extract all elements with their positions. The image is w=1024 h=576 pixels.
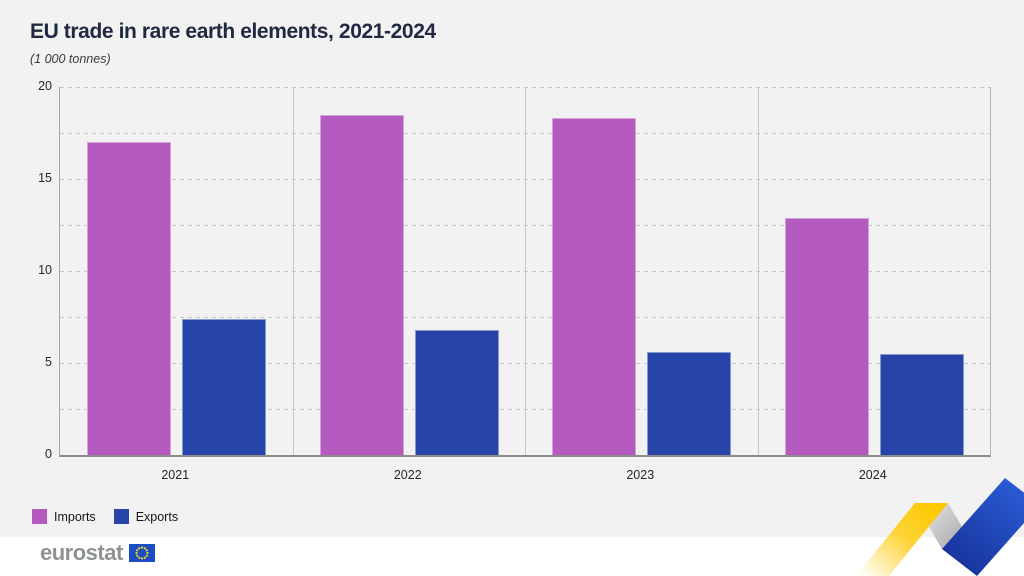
eurostat-logo-text: eurostat	[40, 540, 123, 565]
legend-item-imports: Imports	[32, 509, 96, 524]
y-tick-label: 0	[45, 447, 52, 461]
legend-swatch	[113, 509, 129, 524]
y-tick-label: 20	[38, 79, 52, 93]
imports-bar-2022	[320, 115, 404, 455]
eurostat-logo: eurostat	[40, 540, 155, 566]
exports-bar-2021	[182, 319, 266, 455]
legend-swatch	[32, 509, 47, 524]
y-tick-label: 15	[38, 171, 52, 185]
imports-bar-2024	[785, 218, 869, 455]
legend-item-exports: Exports	[113, 509, 179, 524]
imports-bar-2023	[552, 118, 636, 455]
legend-label: Exports	[135, 509, 179, 524]
x-category-label: 2023	[626, 468, 655, 482]
legend: Imports Exports	[32, 509, 178, 524]
chart-title: EU trade in rare earth elements, 2021-20…	[30, 20, 436, 43]
y-tick-label: 10	[38, 263, 52, 277]
x-category-label: 2024	[858, 468, 887, 482]
imports-bar-2021	[87, 142, 171, 455]
x-category-label: 2022	[393, 468, 422, 482]
chart-subtitle-unit: (1 000 tonnes)	[30, 52, 111, 66]
legend-label: Imports	[54, 509, 96, 524]
x-category-label: 2021	[161, 468, 190, 482]
eu-flag-icon	[128, 544, 155, 562]
panel-separator	[293, 87, 294, 455]
exports-bar-2023	[647, 352, 731, 455]
footer-bar: eurostat	[0, 537, 1024, 576]
plot-area	[59, 87, 991, 457]
y-tick-label: 5	[45, 355, 52, 369]
exports-bar-2024	[880, 354, 964, 455]
panel-separator	[758, 87, 759, 455]
panel-separator	[525, 87, 526, 455]
exports-bar-2022	[415, 330, 499, 455]
